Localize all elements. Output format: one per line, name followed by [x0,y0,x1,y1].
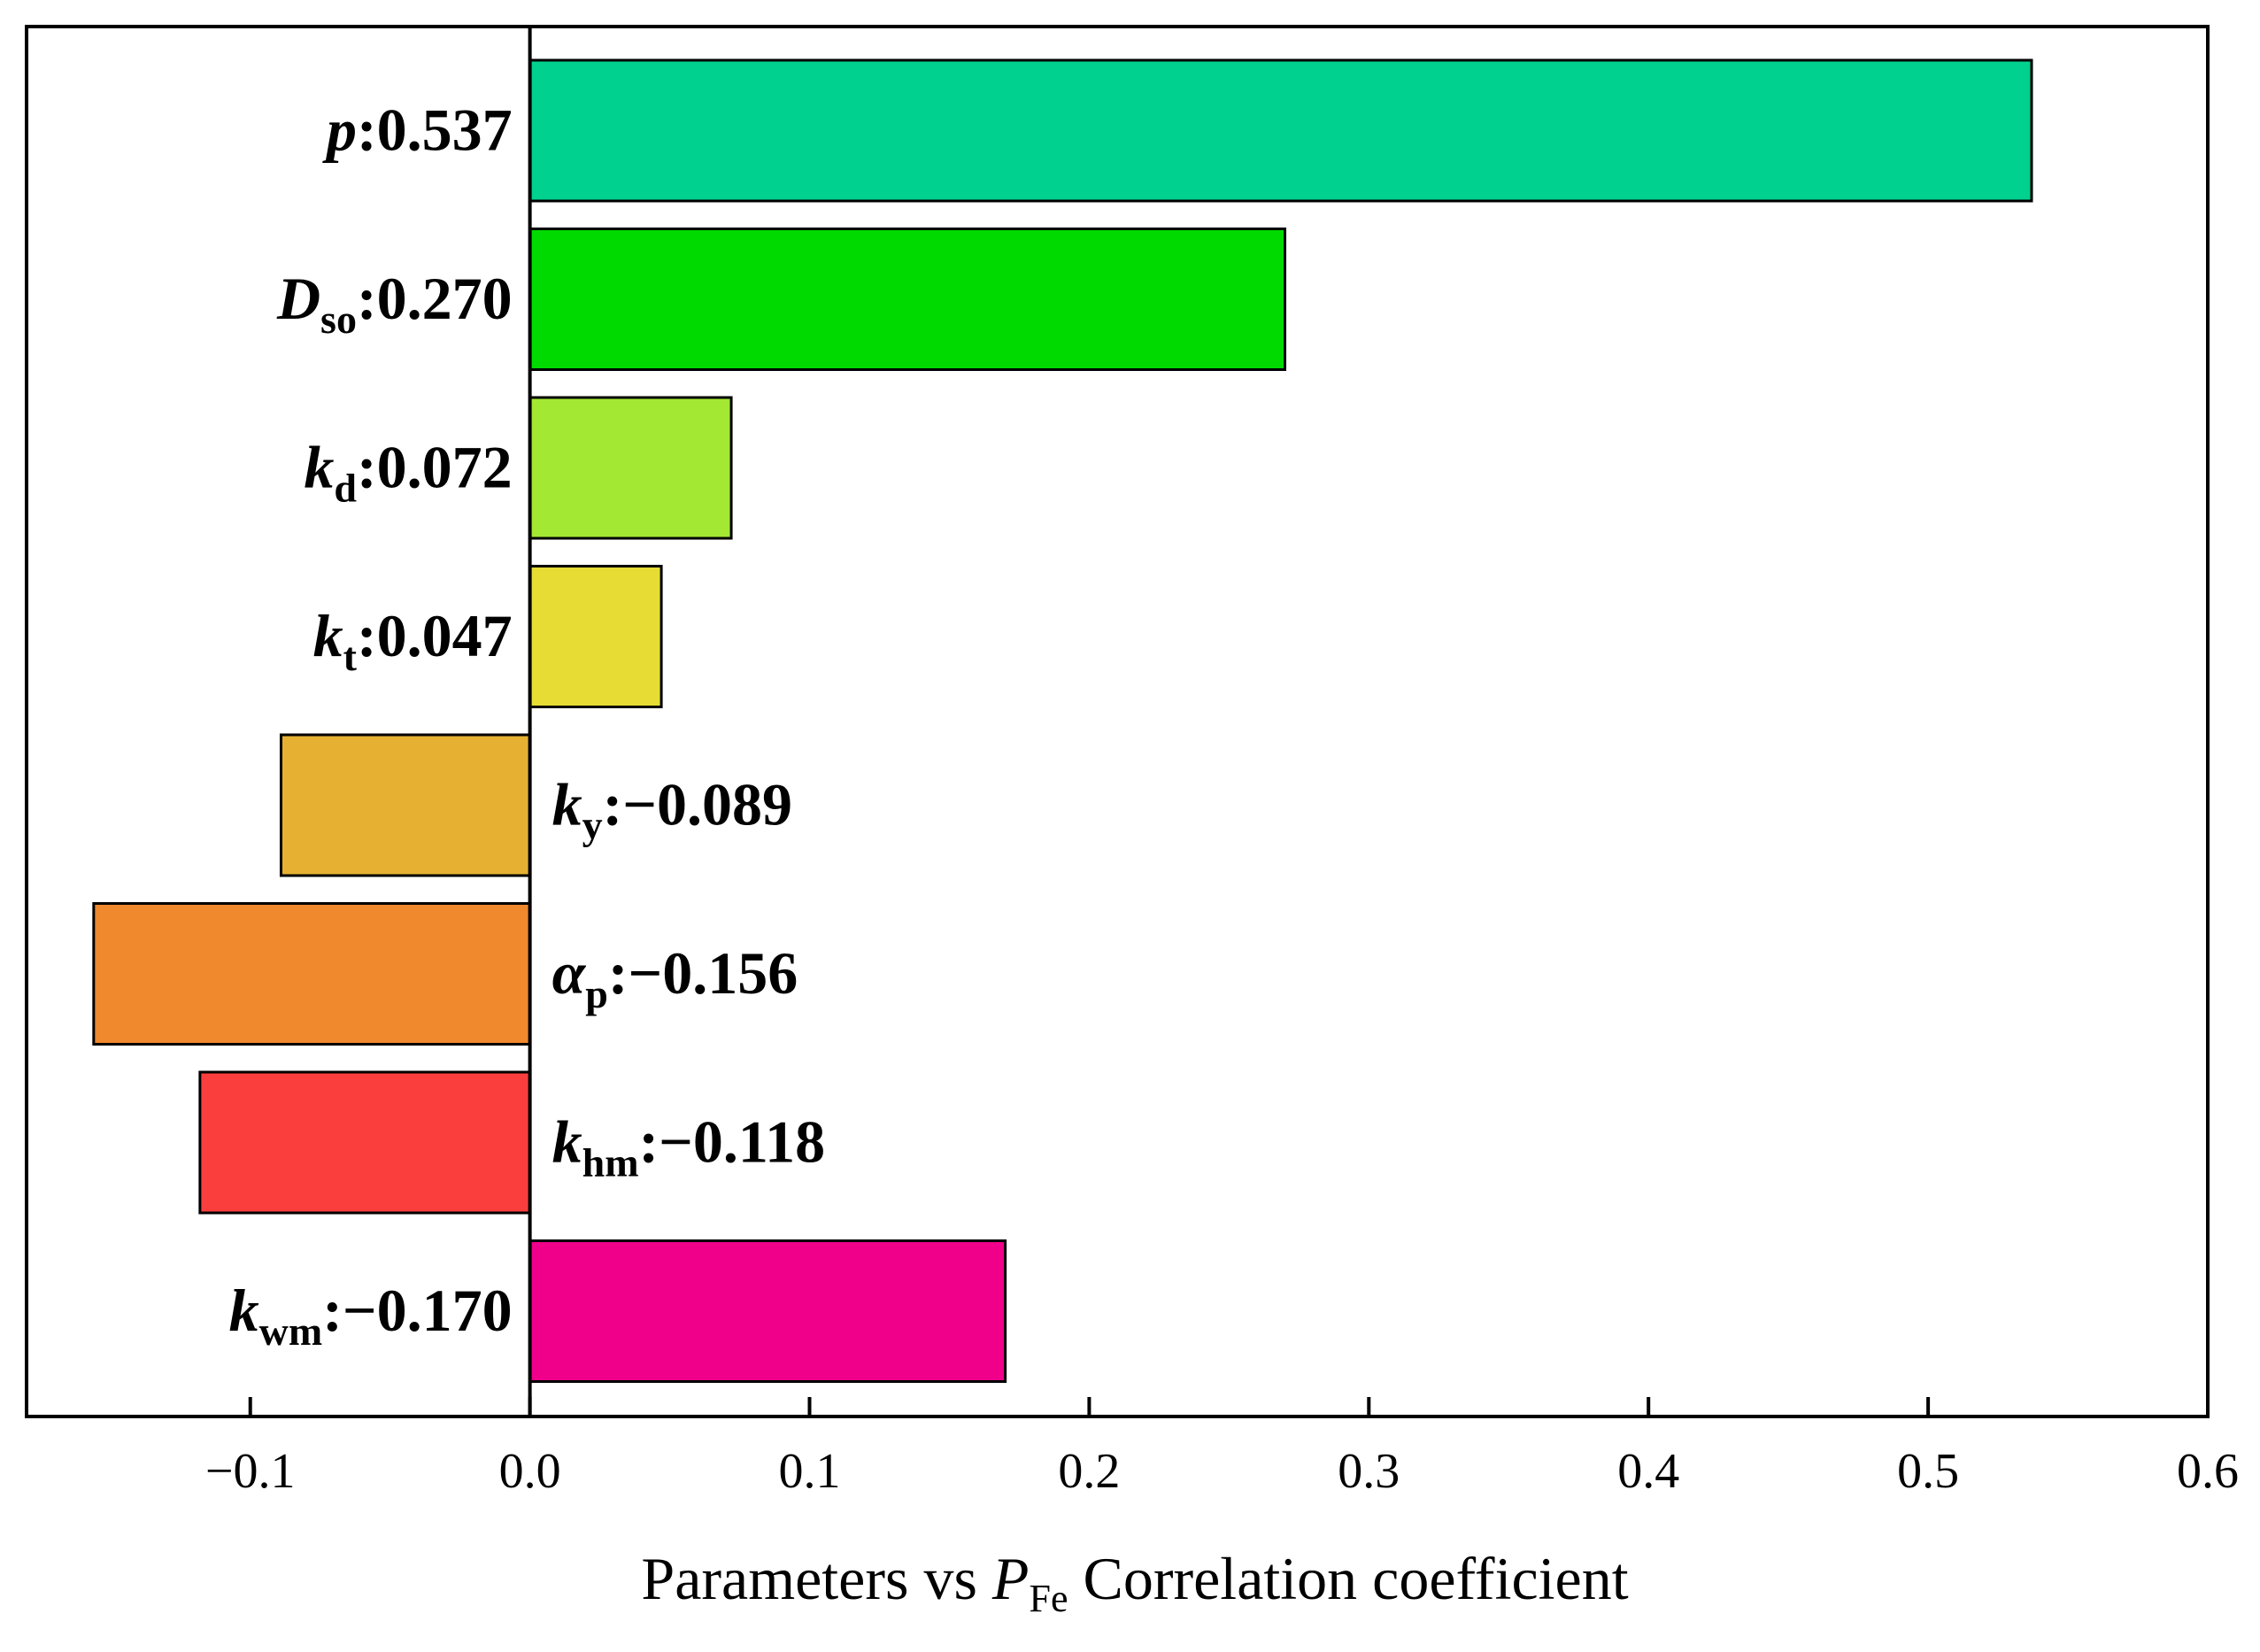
x-tick-label: 0.2 [1058,1444,1120,1499]
plot-frame [25,25,2210,1418]
bars-layer [92,58,2033,1383]
bar-kwm [528,1239,1007,1383]
bar-labels-layer: p:0.537 Dso:0.270 kd:0.072 kt:0.047 ky:−0.08… [229,96,826,1355]
bar-ky [279,733,532,877]
bar-label-ky: ky:−0.089 [552,771,792,848]
x-tick-label: 0.3 [1338,1444,1400,1499]
bar-Dso [528,228,1287,371]
bar-label-kt: kt:0.047 [313,602,513,679]
bar-label-khm: khm:−0.118 [552,1108,826,1185]
bar-label-kwm: kwm:−0.170 [229,1277,513,1354]
x-tick-label: 0.4 [1617,1444,1679,1499]
bar-label-Dso: Dso:0.270 [276,265,513,342]
bar-khm [198,1070,532,1215]
x-axis-label: Parameters vs PFe Correlation coefficien… [641,1545,1628,1620]
x-tick-label: 0.0 [499,1444,561,1499]
bar-kd [528,396,733,540]
x-axis-ticks: −0.1 0.0 0.1 0.2 0.3 0.4 0.5 0.6 [205,1397,2239,1499]
bar-kt [528,565,663,708]
x-tick-label: 0.5 [1897,1444,1959,1499]
x-axis-label-symbol: P [991,1545,1030,1612]
x-axis-label-subscript: Fe [1029,1577,1068,1620]
x-tick-label: 0.1 [779,1444,841,1499]
x-axis-label-before: Parameters vs [641,1545,992,1612]
axes-layer [25,25,2210,1418]
bar-label-p: p:0.537 [322,96,513,164]
bar-label-kd: kd:0.072 [304,434,512,511]
bar-label-alphap: αp:−0.156 [552,939,798,1016]
x-axis-label-after: Correlation coefficient [1068,1545,1628,1612]
bar-p [528,58,2033,203]
bar-alphap [92,902,532,1046]
x-tick-label: 0.6 [2177,1444,2239,1499]
x-tick-label: −0.1 [205,1444,296,1499]
